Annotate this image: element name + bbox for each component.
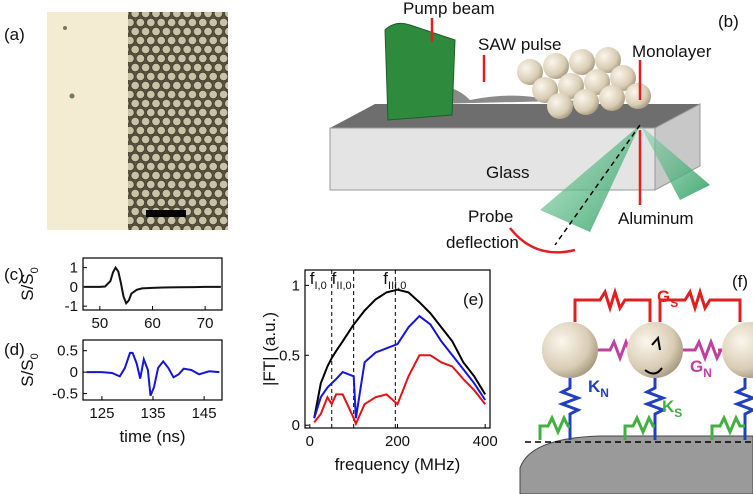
label-main: K — [662, 397, 675, 416]
x-tick-label: 0 — [306, 433, 314, 450]
data-line — [314, 316, 485, 418]
x-tick-label: 200 — [385, 433, 410, 450]
springs-part — [540, 418, 570, 440]
sphere — [542, 322, 598, 378]
figure: (a) Pump beam SAW pulse (b) Monolayer Gl… — [0, 0, 753, 494]
label: deflection — [446, 233, 519, 252]
x-axis-label: time (ns) — [119, 427, 185, 446]
x-tick-label: 70 — [197, 315, 214, 332]
y-tick-label: 0 — [70, 364, 78, 381]
y-tick-label: 0 — [70, 279, 78, 296]
y-tick-label: 1 — [70, 260, 78, 277]
label-sub: N — [703, 366, 712, 380]
panel-label: (e) — [463, 290, 484, 309]
x-tick-label: 145 — [192, 405, 217, 422]
sphere-cluster-part — [625, 83, 651, 109]
springs-part — [737, 378, 753, 440]
data-line — [84, 268, 221, 304]
springs-part — [647, 378, 663, 440]
label-sub: S — [674, 406, 682, 420]
y-axis-label-sub: 0 — [29, 353, 41, 359]
panel-label: (b) — [718, 12, 739, 31]
label: Glass — [486, 163, 529, 182]
speck — [63, 26, 67, 30]
sphere-cluster-part — [599, 85, 625, 111]
label-main: G — [690, 357, 703, 376]
reference-label: fII,0 — [332, 269, 352, 292]
label: Monolayer — [632, 42, 712, 61]
y-axis-label-main: S/S — [18, 359, 37, 386]
reference-label-sub: I,0 — [314, 280, 326, 292]
pump-beam — [385, 23, 455, 120]
y-tick-label: 0.5 — [57, 343, 78, 360]
aluminum-layer — [330, 104, 700, 128]
panel-label: (d) — [4, 340, 25, 359]
label-main: K — [588, 377, 601, 396]
x-tick-label: 400 — [473, 433, 498, 450]
y-tick-label: -0.5 — [52, 386, 78, 403]
panel-label: (f) — [732, 272, 748, 291]
panel-b: Pump beam SAW pulse (b) Monolayer Glass … — [330, 0, 739, 252]
y-axis-label-sub: 0 — [29, 267, 41, 273]
sphere-cluster-part — [573, 89, 599, 115]
y-tick-label: 1 — [292, 277, 300, 294]
panel-f: (f) GS GN KN KS — [520, 272, 753, 494]
label: KN — [588, 377, 609, 400]
springs-part — [562, 378, 578, 440]
page: {"figure": { "a": {"label": "(a)"}, "b":… — [0, 0, 753, 494]
label-main: G — [657, 287, 670, 306]
y-tick-label: -1 — [65, 298, 78, 315]
label: SAW pulse — [478, 35, 561, 54]
y-tick-label: 0.5 — [279, 347, 300, 364]
label-sub: S — [670, 296, 678, 310]
speck — [70, 94, 75, 99]
springs-part — [683, 342, 721, 358]
x-axis-label: frequency (MHz) — [335, 455, 461, 474]
label: Aluminum — [618, 209, 694, 228]
scale-bar — [146, 210, 186, 217]
micrograph-particles — [128, 12, 228, 230]
plot-frame — [83, 258, 222, 310]
sphere — [627, 322, 683, 378]
data-line — [87, 353, 220, 396]
sphere — [722, 322, 753, 378]
panel-label: (a) — [4, 25, 25, 44]
y-tick-label: 0 — [292, 417, 300, 434]
y-axis-label: |FT| (a.u.) — [260, 312, 279, 386]
y-axis-label-main: S/S — [18, 273, 37, 300]
label: Pump beam — [403, 0, 495, 18]
reference-label-sub: II,0 — [336, 280, 351, 292]
panel-a: (a) — [4, 12, 228, 230]
label: Probe — [468, 207, 513, 226]
label-sub: N — [600, 386, 609, 400]
x-tick-label: 135 — [140, 405, 165, 422]
x-tick-label: 125 — [89, 405, 114, 422]
sphere-cluster-part — [547, 93, 573, 119]
reference-label: fI,0 — [310, 269, 327, 292]
x-tick-label: 60 — [144, 315, 161, 332]
springs-part — [575, 292, 650, 322]
label: GN — [690, 357, 712, 380]
x-tick-label: 50 — [92, 315, 109, 332]
label: KS — [662, 397, 682, 420]
substrate — [520, 436, 753, 494]
